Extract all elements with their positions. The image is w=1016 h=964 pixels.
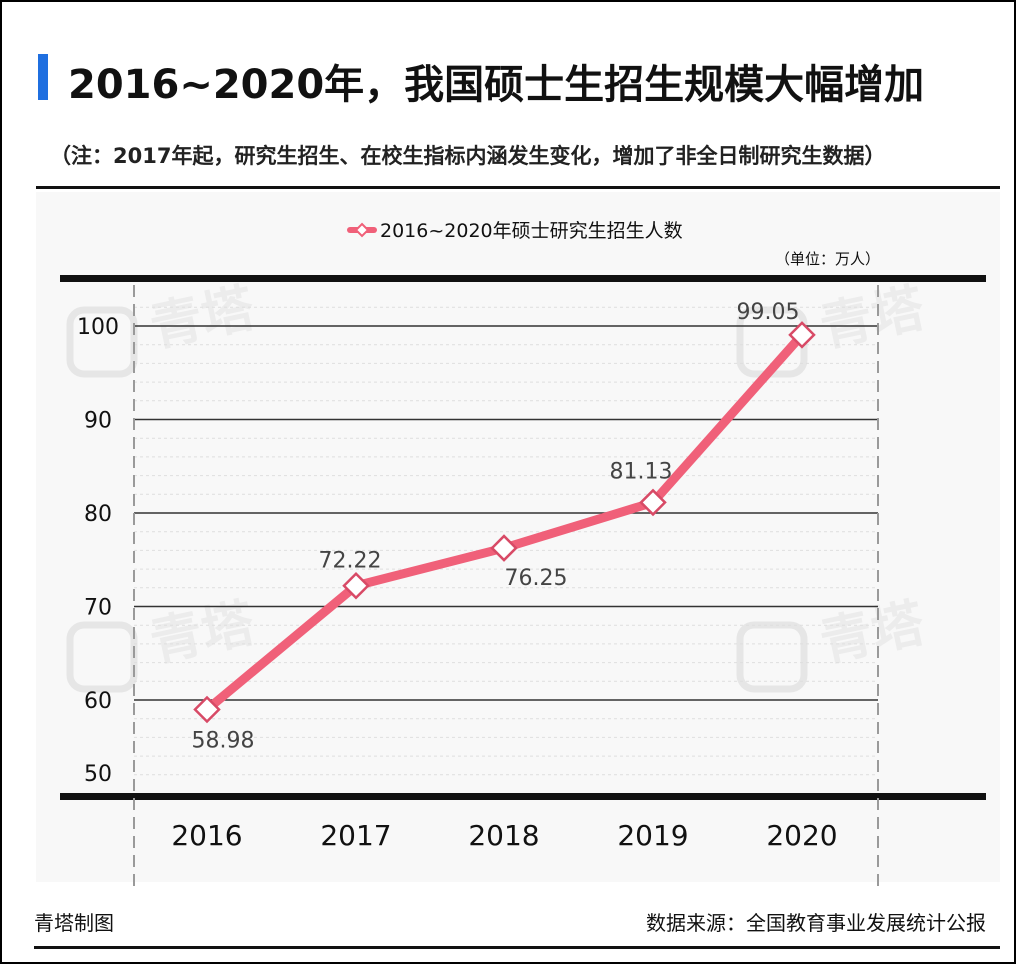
data-label: 58.98 bbox=[192, 729, 255, 754]
legend-marker bbox=[354, 222, 370, 238]
data-point-marker bbox=[490, 534, 518, 562]
watermark-text: 青塔 bbox=[815, 278, 930, 359]
x-tick-label: 2020 bbox=[766, 819, 837, 852]
watermark-logo bbox=[66, 621, 138, 693]
x-tick-label: 2019 bbox=[617, 819, 688, 852]
chart-note: （注：2017年起，研究生招生、在校生指标内涵发生变化，增加了非全日制研究生数据… bbox=[50, 144, 886, 168]
watermark-text: 青塔 bbox=[815, 593, 930, 674]
unit-label: （单位：万人） bbox=[775, 250, 880, 268]
y-tick-label: 70 bbox=[84, 596, 112, 621]
data-point-marker bbox=[193, 695, 221, 724]
credit-text: 青塔制图 bbox=[34, 911, 114, 935]
x-tick-label: 2018 bbox=[468, 819, 539, 852]
data-label: 76.25 bbox=[505, 566, 568, 591]
plot-bottom-bar bbox=[60, 793, 986, 800]
data-point-marker bbox=[639, 488, 667, 517]
x-tick-label: 2016 bbox=[171, 819, 242, 852]
title-accent-bar bbox=[38, 54, 48, 100]
y-tick-label: 50 bbox=[84, 762, 112, 787]
y-tick-label: 100 bbox=[77, 315, 119, 340]
y-tick-label: 80 bbox=[84, 502, 112, 527]
top-divider bbox=[36, 186, 1000, 189]
y-tick-label: 60 bbox=[84, 689, 112, 714]
chart-title: 2016~2020年，我国硕士生招生规模大幅增加 bbox=[68, 62, 925, 108]
data-point-marker bbox=[788, 321, 816, 349]
legend-label: 2016~2020年硕士研究生招生人数 bbox=[380, 220, 683, 242]
data-label: 72.22 bbox=[319, 549, 382, 574]
watermark-text: 青塔 bbox=[145, 278, 260, 359]
source-text: 数据来源：全国教育事业发展统计公报 bbox=[646, 911, 986, 935]
watermark-text: 青塔 bbox=[145, 593, 260, 674]
series-layer bbox=[193, 321, 816, 724]
x-tick-label: 2017 bbox=[320, 819, 391, 852]
label-layer: 50 60 70 80 90 100 2016~2020年硕士研究生招生人数 （单位：万人） 5… bbox=[77, 220, 880, 852]
grid-layer bbox=[60, 275, 986, 890]
bottom-divider bbox=[34, 946, 1000, 949]
y-tick-label: 90 bbox=[84, 409, 112, 434]
series-line bbox=[202, 330, 807, 715]
data-label: 99.05 bbox=[737, 300, 800, 325]
plot-top-bar bbox=[60, 275, 986, 282]
data-point-marker bbox=[342, 571, 370, 600]
watermark-logo bbox=[736, 621, 808, 693]
data-label: 81.13 bbox=[610, 459, 673, 484]
